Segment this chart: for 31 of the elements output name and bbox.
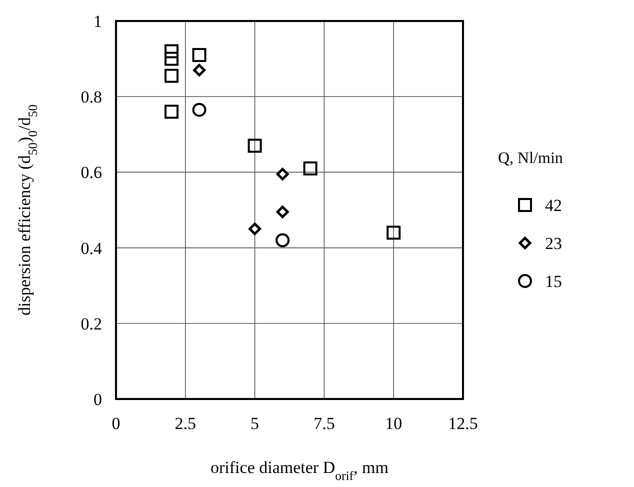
y-tick-label: 0.2: [80, 314, 102, 334]
point: [164, 68, 179, 83]
point: [164, 44, 179, 58]
point: [164, 104, 179, 119]
point: [386, 226, 401, 240]
legend-label: 15: [545, 272, 562, 291]
x-tick-label: 7.5: [314, 414, 335, 433]
x-tick-label: 12.5: [448, 414, 478, 433]
y-tick-label: 0.6: [80, 163, 102, 182]
point: [248, 138, 262, 153]
point: [164, 52, 179, 66]
y-tick-label: 0: [94, 390, 102, 409]
point: [303, 161, 318, 176]
legend-label: 42: [545, 196, 562, 215]
point: [193, 64, 206, 76]
y-tick-label: 1: [94, 12, 102, 31]
x-axis-title: orifice diameter D$_{orif}$, mm: [210, 458, 388, 483]
point: [192, 102, 206, 117]
x-tick-label: 2.5: [174, 414, 196, 433]
point: [248, 222, 262, 236]
point: [276, 168, 289, 180]
point: [276, 206, 289, 218]
x-tick-label: 10: [385, 414, 402, 433]
legend-title: Q, Nl/min: [498, 150, 563, 167]
y-tick-label: 0.4: [80, 238, 102, 258]
legend-label: 23: [545, 234, 562, 253]
x-tick-label: 0: [112, 414, 120, 433]
x-tick-label: 5: [250, 414, 260, 433]
point: [276, 233, 290, 248]
y-tick-label: 0.8: [80, 88, 102, 107]
point: [192, 48, 206, 62]
